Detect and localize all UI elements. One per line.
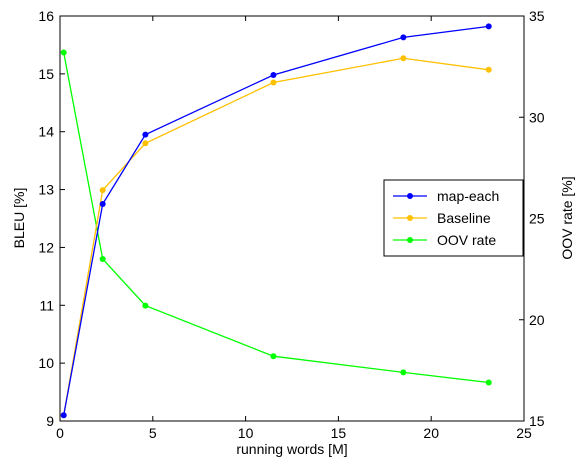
- data-point-map-each: [60, 412, 67, 419]
- series-layer: [60, 23, 492, 419]
- y-right-tick-label: 20: [529, 312, 545, 328]
- legend-label: OOV rate: [437, 232, 496, 248]
- legend-swatch-marker: [407, 237, 413, 243]
- data-point-baseline: [142, 140, 149, 147]
- x-tick-label: 15: [331, 425, 347, 441]
- data-point-oov-rate: [270, 353, 277, 360]
- y-left-tick-label: 9: [46, 413, 54, 429]
- series-line-map-each: [63, 25, 489, 416]
- y-right-tick-label: 35: [529, 8, 545, 24]
- y-left-tick-label: 10: [38, 355, 54, 371]
- data-point-map-each: [485, 23, 492, 30]
- x-tick-label: 5: [149, 425, 157, 441]
- data-point-baseline: [400, 55, 407, 62]
- x-tick-label: 0: [56, 425, 64, 441]
- data-point-map-each: [142, 131, 149, 138]
- y-axis-right: 15 20 25 30 35: [519, 8, 545, 429]
- series-map-each: [60, 23, 492, 419]
- data-point-map-each: [99, 201, 106, 208]
- y-axis-left-label: BLEU [%]: [11, 188, 27, 249]
- data-point-map-each: [400, 34, 407, 41]
- legend-label: Baseline: [437, 210, 491, 226]
- legend-swatch-marker: [407, 215, 413, 221]
- y-axis-left: 9 10 11 12 13 14 15 16: [38, 8, 65, 429]
- legend-item-map-each: map-each: [393, 188, 499, 204]
- x-axis-label: running words [M]: [236, 441, 347, 457]
- y-left-tick-label: 16: [38, 8, 54, 24]
- data-point-map-each: [270, 72, 277, 79]
- y-axis-right-label: OOV rate [%]: [559, 176, 575, 259]
- y-left-tick-label: 12: [38, 239, 54, 255]
- x-axis: 0 5 10 15 20 25: [56, 16, 532, 441]
- data-point-oov-rate: [142, 302, 149, 309]
- data-point-oov-rate: [60, 49, 67, 56]
- legend-label: map-each: [437, 188, 499, 204]
- data-point-oov-rate: [400, 369, 407, 376]
- data-point-baseline: [99, 187, 106, 194]
- y-left-tick-label: 14: [38, 124, 54, 140]
- x-tick-label: 25: [516, 425, 532, 441]
- x-tick-label: 10: [238, 425, 254, 441]
- legend-swatch-marker: [407, 193, 413, 199]
- data-point-baseline: [270, 79, 277, 86]
- y-right-tick-label: 30: [529, 109, 545, 125]
- series-line-baseline: [63, 57, 489, 416]
- y-right-tick-label: 25: [529, 211, 545, 227]
- y-left-tick-label: 13: [38, 182, 54, 198]
- legend: map-each Baseline OOV rate: [383, 179, 524, 257]
- data-point-baseline: [485, 66, 492, 73]
- data-point-oov-rate: [99, 256, 106, 262]
- data-point-oov-rate: [485, 379, 492, 386]
- y-left-tick-label: 15: [38, 66, 54, 82]
- x-tick-label: 20: [423, 425, 439, 441]
- y-left-tick-label: 11: [39, 297, 54, 313]
- legend-item-oov-rate: OOV rate: [393, 232, 496, 248]
- legend-item-baseline: Baseline: [393, 210, 491, 226]
- y-right-tick-label: 15: [529, 413, 545, 429]
